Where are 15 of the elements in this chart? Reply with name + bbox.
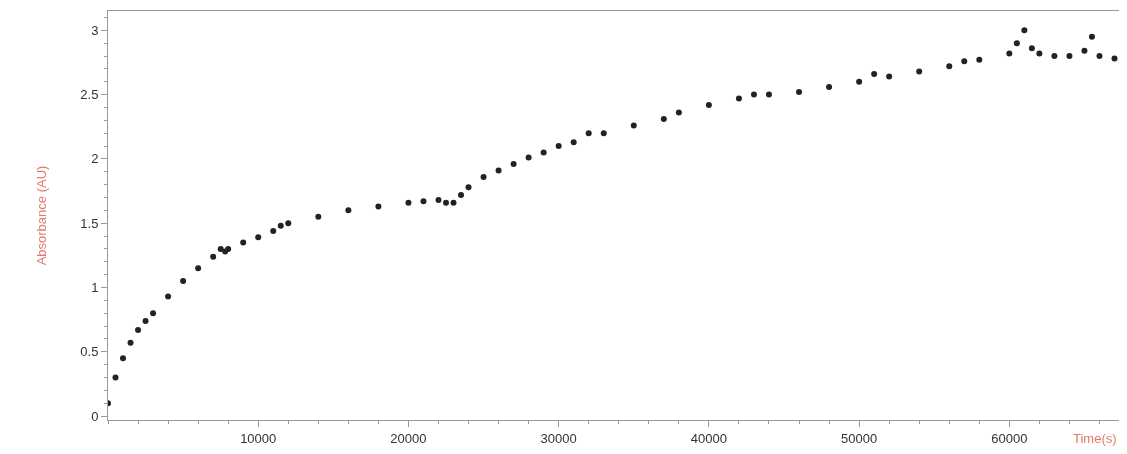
x-axis-title: Time(s) — [1073, 431, 1117, 446]
y-axis-title: Absorbance (AU) — [34, 165, 50, 266]
y-tick-label: 0.5 — [80, 344, 99, 360]
x-tick-label: 50000 — [841, 430, 878, 446]
y-tick-label: 3 — [91, 22, 99, 38]
y-tick-label: 2 — [91, 151, 99, 167]
x-tick-label: 30000 — [540, 430, 577, 446]
y-tick-label: 0 — [91, 408, 99, 424]
y-tick-label: 2.5 — [80, 87, 99, 103]
y-tick-label: 1.5 — [80, 215, 99, 231]
x-tick-label: 20000 — [390, 430, 427, 446]
x-tick-label: 40000 — [690, 430, 727, 446]
y-tick-label: 1 — [91, 280, 99, 296]
x-tick-label: 10000 — [240, 430, 277, 446]
x-tick-label: 60000 — [991, 430, 1028, 446]
